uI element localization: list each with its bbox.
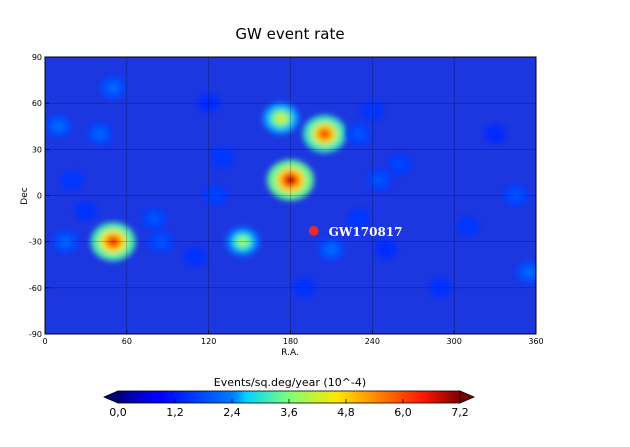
colorbar-tick-label: 1,2 — [166, 406, 184, 419]
heat-contour — [83, 209, 88, 213]
colorbar-tick-label: 3,6 — [280, 406, 298, 419]
heat-contour — [383, 247, 388, 252]
heat-hotspot — [263, 103, 299, 135]
heat-hotspot — [516, 261, 536, 284]
chart-title: GW event rate — [235, 25, 344, 43]
heat-hotspot — [52, 230, 79, 253]
heat-contour — [465, 224, 470, 229]
y-axis-ticks: 90 60 30 0 -30 -60 -90 — [29, 53, 49, 339]
heat-hotspot — [100, 76, 127, 100]
heat-contour — [192, 255, 198, 259]
heat-contour — [397, 162, 402, 167]
heatmap-layer — [45, 76, 536, 298]
heat-hotspot — [292, 277, 316, 298]
heat-contour — [239, 239, 246, 245]
x-tick-label: 360 — [528, 337, 543, 346]
heat-hotspot — [429, 277, 452, 298]
heat-hotspot — [141, 207, 167, 230]
colorbar-extend-low — [102, 390, 119, 404]
heat-hotspot — [60, 170, 84, 191]
x-axis-ticks: 0 60 120 180 240 300 360 — [42, 330, 544, 346]
heat-contour — [484, 124, 506, 144]
heat-contour — [151, 216, 157, 221]
colorbar-tick-label: 7,2 — [451, 406, 469, 419]
x-tick-label: 120 — [201, 337, 216, 346]
heat-contour — [158, 239, 164, 244]
heat-hotspot — [90, 222, 136, 262]
heat-contour — [376, 178, 382, 183]
heat-contour — [110, 85, 116, 90]
heat-hotspot — [203, 185, 228, 206]
heat-contour — [56, 124, 61, 129]
x-tick-label: 60 — [122, 337, 132, 346]
heat-contour — [220, 155, 225, 159]
heat-hotspot — [347, 208, 371, 229]
heat-hotspot — [303, 115, 347, 153]
heat-contour — [320, 130, 329, 138]
y-tick-label: 0 — [37, 192, 42, 201]
y-axis-label: Dec — [20, 187, 30, 204]
colorbar-tick-label: 2,4 — [223, 406, 241, 419]
heat-contour — [206, 101, 211, 105]
x-tick-label: 300 — [447, 337, 462, 346]
heat-hotspot — [183, 247, 207, 267]
y-tick-label: -90 — [29, 330, 42, 339]
heat-hotspot — [503, 184, 528, 207]
heat-hotspot — [318, 237, 345, 261]
heat-hotspot — [374, 239, 398, 260]
heat-contour — [356, 216, 361, 221]
x-tick-label: 180 — [283, 337, 298, 346]
y-tick-label: -30 — [29, 238, 42, 247]
heat-contour — [97, 131, 102, 136]
annotation-layer: GW170817 — [308, 225, 403, 239]
x-tick-label: 0 — [42, 337, 47, 346]
heat-hotspot — [74, 201, 98, 221]
gw170817-marker — [308, 225, 319, 236]
y-tick-label: -60 — [29, 284, 42, 293]
heat-hotspot — [456, 216, 480, 237]
heat-hotspot — [225, 227, 260, 257]
heat-contour — [70, 178, 75, 182]
heat-hotspot — [45, 114, 72, 138]
colorbar: 0,0 1,2 2,4 3,6 4,8 6,0 7,2 — [102, 390, 476, 419]
heat-hotspot — [148, 230, 174, 253]
heat-contour — [526, 270, 532, 275]
heat-hotspot — [210, 146, 234, 168]
heat-hotspot — [197, 93, 220, 113]
heat-contour — [63, 239, 68, 244]
colorbar-tick-label: 4,8 — [337, 406, 355, 419]
colorbar-tick-label: 6,0 — [394, 406, 412, 419]
heat-contour — [356, 132, 361, 136]
colorbar-label: Events/sq.deg/year (10^-4) — [214, 376, 366, 389]
y-tick-label: 60 — [32, 99, 42, 108]
grid-lines — [45, 57, 536, 334]
heat-contour — [302, 286, 307, 290]
heat-hotspot — [387, 154, 412, 176]
colorbar-tick-label: 0,0 — [109, 406, 127, 419]
heat-hotspot — [86, 122, 113, 146]
x-tick-label: 240 — [365, 337, 380, 346]
heat-contour — [513, 193, 518, 198]
heat-hotspot — [360, 100, 384, 121]
heat-contour — [213, 193, 218, 198]
heat-hotspot — [484, 124, 506, 144]
heat-contour — [286, 176, 295, 184]
heat-hotspot — [267, 159, 314, 201]
heat-hotspot — [346, 123, 372, 145]
heat-contour — [277, 115, 285, 122]
colorbar-ticks: 0,0 1,2 2,4 3,6 4,8 6,0 7,2 — [109, 399, 469, 419]
heat-contour — [370, 109, 375, 113]
heat-contour — [438, 286, 443, 290]
gw170817-label: GW170817 — [329, 225, 403, 239]
x-axis-label: R.A. — [281, 348, 299, 358]
y-tick-label: 90 — [32, 53, 42, 62]
heat-contour — [109, 238, 118, 246]
colorbar-extend-high — [459, 390, 476, 404]
y-tick-label: 30 — [32, 145, 42, 154]
heat-contour — [329, 247, 334, 252]
heat-hotspot — [366, 169, 392, 191]
